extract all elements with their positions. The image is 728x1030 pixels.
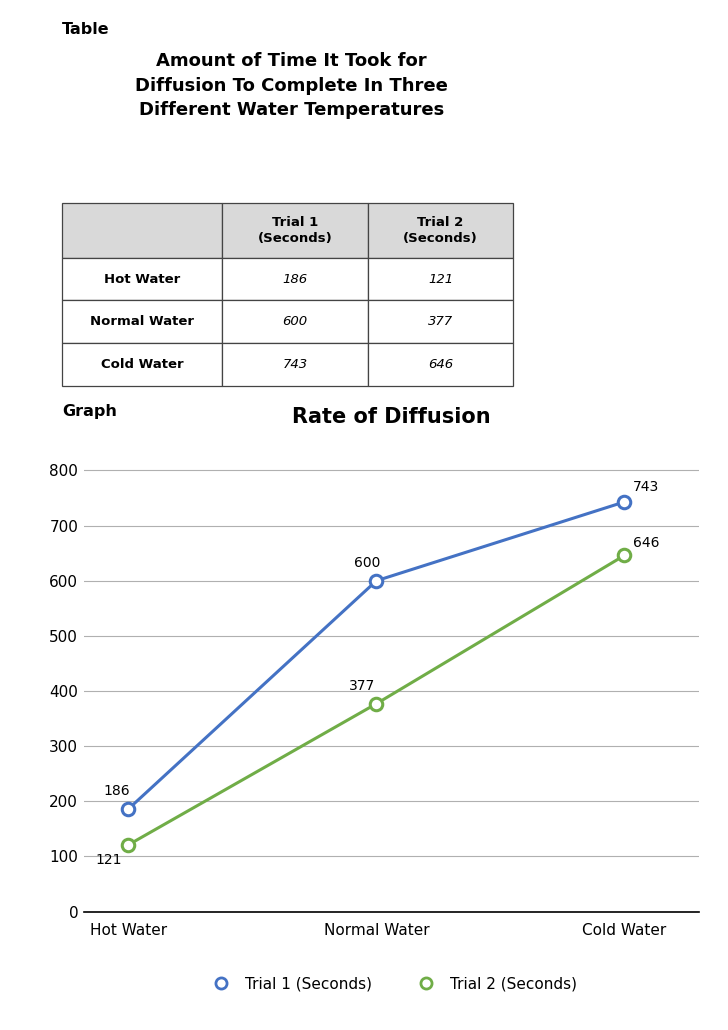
- FancyBboxPatch shape: [62, 258, 222, 301]
- Text: Normal Water: Normal Water: [90, 315, 194, 329]
- Text: 186: 186: [103, 784, 130, 798]
- FancyBboxPatch shape: [222, 301, 368, 343]
- Text: 121: 121: [428, 273, 453, 285]
- FancyBboxPatch shape: [222, 203, 368, 258]
- FancyBboxPatch shape: [222, 258, 368, 301]
- Text: 377: 377: [428, 315, 453, 329]
- FancyBboxPatch shape: [62, 203, 222, 258]
- Text: 121: 121: [95, 853, 122, 867]
- FancyBboxPatch shape: [62, 343, 222, 385]
- Text: 600: 600: [355, 555, 381, 570]
- Text: 646: 646: [633, 536, 660, 550]
- FancyBboxPatch shape: [368, 301, 513, 343]
- Text: Amount of Time It Took for
Diffusion To Complete In Three
Different Water Temper: Amount of Time It Took for Diffusion To …: [135, 53, 448, 119]
- Text: Graph: Graph: [62, 404, 116, 419]
- Title: Rate of Diffusion: Rate of Diffusion: [292, 408, 491, 427]
- Text: Hot Water: Hot Water: [104, 273, 180, 285]
- Text: 377: 377: [349, 679, 375, 692]
- Text: 743: 743: [633, 480, 659, 493]
- Text: 646: 646: [428, 357, 453, 371]
- Text: Trial 1
(Seconds): Trial 1 (Seconds): [258, 216, 333, 244]
- Text: 186: 186: [282, 273, 307, 285]
- Text: 743: 743: [282, 357, 307, 371]
- Text: Trial 2
(Seconds): Trial 2 (Seconds): [403, 216, 478, 244]
- FancyBboxPatch shape: [222, 343, 368, 385]
- FancyBboxPatch shape: [368, 258, 513, 301]
- Text: 600: 600: [282, 315, 307, 329]
- Text: Table: Table: [62, 22, 109, 37]
- FancyBboxPatch shape: [368, 203, 513, 258]
- FancyBboxPatch shape: [368, 343, 513, 385]
- Text: Cold Water: Cold Water: [100, 357, 183, 371]
- FancyBboxPatch shape: [62, 301, 222, 343]
- Legend: Trial 1 (Seconds), Trial 2 (Seconds): Trial 1 (Seconds), Trial 2 (Seconds): [199, 970, 583, 998]
